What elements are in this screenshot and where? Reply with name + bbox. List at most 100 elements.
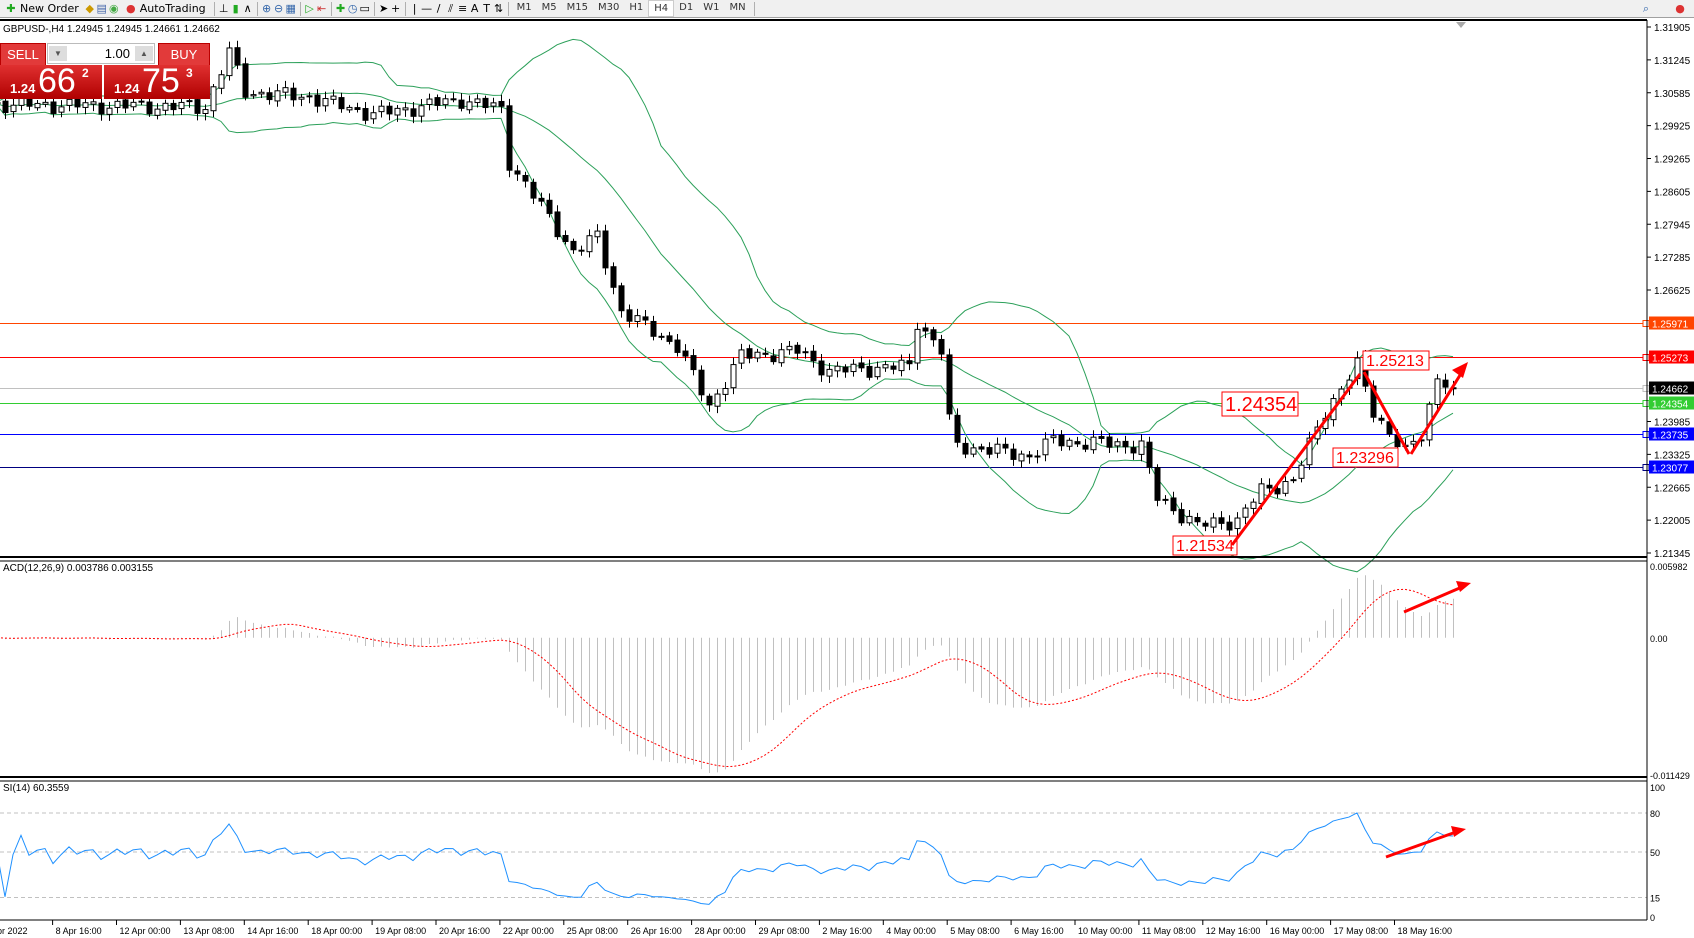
history-icon[interactable]: ◆ <box>85 1 94 15</box>
annotation-1[interactable]: 1.24354 <box>1221 391 1299 417</box>
search-icon[interactable]: ⌕ <box>1642 1 1650 15</box>
text-label-icon[interactable]: T <box>483 1 491 15</box>
vertical-line-icon[interactable]: | <box>412 1 417 15</box>
bull-candle <box>1250 501 1257 509</box>
timeframe-mn[interactable]: MN <box>729 2 746 13</box>
text-icon[interactable]: A <box>470 1 479 15</box>
timeframe-h4[interactable]: H4 <box>648 0 675 17</box>
zoom-out-icon[interactable]: ⊖ <box>274 1 284 15</box>
autotrading-button[interactable]: ● AutoTrading <box>120 0 211 17</box>
arrow-line[interactable] <box>1409 371 1464 455</box>
annotation-3[interactable]: 1.23296 <box>1332 447 1399 468</box>
bull-candle <box>634 315 641 322</box>
bear-candle <box>26 98 33 107</box>
bull-candle <box>1210 517 1217 528</box>
bear-candle <box>1146 441 1153 468</box>
one-click-trading-panel: SELL ▼ ▲ BUY 1.24 66 2 1.24 75 3 <box>0 43 210 100</box>
annotation-label: 1.25213 <box>1366 353 1424 370</box>
bear-candle <box>602 230 609 269</box>
time-label: 11 May 08:00 <box>1142 926 1196 936</box>
bull-candle <box>1090 436 1097 451</box>
trend-arrows <box>1230 362 1471 859</box>
annotation-4[interactable]: 1.21534 <box>1172 535 1238 556</box>
rsi-tick-label: 80 <box>1650 809 1660 819</box>
bear-candle <box>1386 421 1393 435</box>
bear-candle <box>314 94 321 107</box>
line-chart-icon[interactable]: ∧ <box>243 1 252 15</box>
templates-icon[interactable]: ▭ <box>359 1 370 15</box>
price-tick-label: 1.22005 <box>1654 516 1691 527</box>
bear-candle <box>866 365 873 378</box>
separator <box>404 1 406 16</box>
periods-icon[interactable]: ◷ <box>347 1 358 15</box>
timeframe-m5[interactable]: M5 <box>541 2 557 13</box>
level-price-label: 1.25273 <box>1652 354 1689 365</box>
arrow-line[interactable] <box>1403 585 1463 614</box>
arrows-icon[interactable]: ⇅ <box>494 1 504 15</box>
bear-candle <box>698 369 705 396</box>
bear-candle <box>962 442 969 455</box>
timeframe-w1[interactable]: W1 <box>703 2 720 13</box>
time-label: 22 Apr 00:00 <box>503 926 554 936</box>
horizontal-line-icon[interactable]: — <box>421 1 433 15</box>
annotation-2[interactable]: 1.25213 <box>1362 350 1430 371</box>
arrow-line[interactable] <box>1230 373 1362 546</box>
arrowhead-icon <box>1451 826 1466 837</box>
price-tick-label: 1.21345 <box>1654 549 1691 560</box>
timeframe-m30[interactable]: M30 <box>598 2 620 13</box>
bear-candle <box>1194 516 1201 523</box>
fibonacci-icon[interactable]: ≡ <box>458 1 468 15</box>
level-handle <box>1642 385 1650 392</box>
tile-windows-icon[interactable]: ▦ <box>285 1 296 15</box>
arrow-line[interactable] <box>1385 830 1457 859</box>
autotrading-icon: ● <box>125 1 136 15</box>
trendline-icon[interactable]: / <box>436 1 441 15</box>
lot-size-input[interactable] <box>68 45 130 62</box>
separator <box>213 1 215 16</box>
bear-candle <box>794 344 801 354</box>
arrow-line[interactable] <box>1362 371 1411 455</box>
bull-candle <box>274 90 281 102</box>
chart-shift-marker[interactable] <box>1456 22 1466 28</box>
ask-price[interactable]: 1.24 75 3 <box>104 62 210 100</box>
bear-candle <box>306 95 313 98</box>
bull-candle <box>1042 438 1049 456</box>
bull-candle <box>58 106 65 113</box>
crosshair-icon[interactable]: + <box>391 1 401 15</box>
bear-candle <box>1154 466 1161 501</box>
decrease-lot-button[interactable]: ▼ <box>49 46 67 61</box>
timeframe-m1[interactable]: M1 <box>516 2 532 13</box>
candlestick-icon[interactable]: ▮ <box>232 1 239 15</box>
timeframe-m15[interactable]: M15 <box>566 2 589 13</box>
time-label: 28 Apr 00:00 <box>695 926 746 936</box>
bear-candle <box>682 350 689 357</box>
equidistant-channel-icon[interactable]: ⫽ <box>448 1 454 15</box>
time-label: 5 May 08:00 <box>950 926 1000 936</box>
timeframe-d1[interactable]: D1 <box>679 2 694 13</box>
bull-candle <box>898 359 905 372</box>
increase-lot-button[interactable]: ▲ <box>135 46 153 61</box>
bar-chart-icon[interactable]: ⊥ <box>218 1 229 15</box>
signals-icon[interactable]: ◉ <box>108 1 119 15</box>
bear-candle <box>498 100 505 107</box>
price-tick-label: 1.29925 <box>1654 122 1691 133</box>
bull-candle <box>90 101 97 105</box>
rsi-tick-label: 0 <box>1650 913 1655 923</box>
autoscroll-icon[interactable]: ⇤ <box>317 1 327 15</box>
alert-icon[interactable]: ● <box>1675 1 1685 15</box>
bid-price[interactable]: 1.24 66 2 <box>0 62 102 100</box>
bull-candle <box>474 98 481 104</box>
indicators-icon[interactable]: ✚ <box>336 1 346 15</box>
bear-candle <box>810 350 817 362</box>
bull-candle <box>346 106 353 111</box>
cursor-icon[interactable]: ➤ <box>379 1 389 15</box>
new-order-button[interactable]: ✚ New Order <box>0 0 84 17</box>
bull-candle <box>1242 507 1249 518</box>
chart-shift-icon[interactable]: ▷ <box>305 1 314 15</box>
price-tick-label: 1.31245 <box>1654 56 1691 67</box>
terminal-icon[interactable]: ▤ <box>96 1 107 15</box>
zoom-in-icon[interactable]: ⊕ <box>262 1 272 15</box>
bull-candle <box>138 100 145 103</box>
timeframe-h1[interactable]: H1 <box>629 2 644 13</box>
